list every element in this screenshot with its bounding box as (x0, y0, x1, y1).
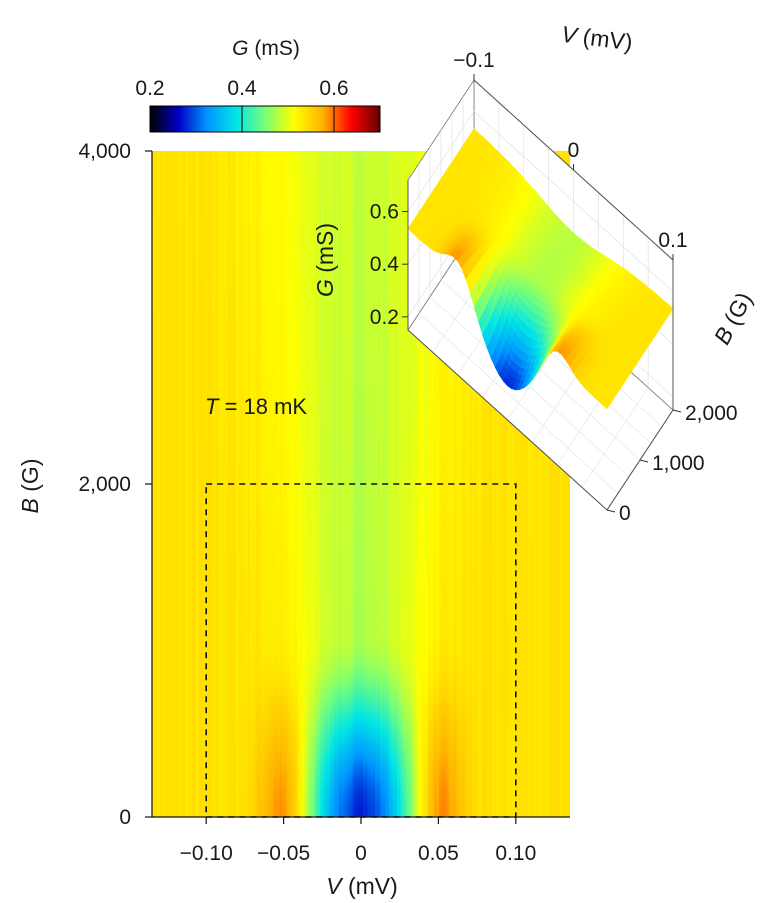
inset-g-tick-label: 0.6 (370, 201, 399, 224)
inset-b-tick-label: 1,000 (652, 452, 705, 475)
x-tick-label: 0 (355, 842, 367, 865)
inset-g-tick-label: 0.2 (370, 306, 399, 329)
colorbar-gradient (149, 105, 381, 133)
inset-surface (407, 128, 674, 410)
inset-b-tick-label: 2,000 (685, 402, 738, 425)
x-tick: 0.05 (418, 817, 459, 865)
colorbar-tick-label: 0.2 (135, 77, 164, 100)
surface-inset: 0.2 0.4 0.6 0 1,000 2,000 −0.1 0 0.1 V (mV) G (m… (312, 21, 757, 525)
inset-v-tick-label: −0.1 (453, 49, 494, 72)
temperature-annotation: T = 18 mK (205, 394, 307, 419)
inset-v-tick: −0.1 (453, 49, 495, 80)
inset-g-tick: 0.4 (370, 253, 408, 276)
inset-b-axis-label: B (G) (709, 288, 758, 349)
x-tick-label: −0.10 (180, 842, 233, 865)
x-axis-label: V (mV) (326, 873, 398, 899)
colorbar-tick: 0.2 (135, 77, 164, 100)
colorbar-tick: 0.4 (227, 77, 257, 132)
x-tick-label: 0.10 (495, 842, 536, 865)
colorbar-title: G (mS) (232, 37, 300, 60)
heatmap-panel: T = 18 mK −0.10 −0.05 0 0.05 0.10 0 2,000 4,00… (17, 140, 570, 899)
inset-v-tick: 0.1 (658, 229, 688, 260)
colorbar: G (mS) 0.2 0.4 0.6 (135, 37, 381, 133)
inset-g-tick: 0.2 (370, 306, 408, 329)
x-tick: −0.10 (180, 817, 233, 865)
inset-b-tick: 0 (606, 502, 631, 525)
y-tick: 4,000 (78, 140, 152, 163)
inset-v-tick-label: 0 (568, 139, 580, 162)
inset-v-tick-label: 0.1 (658, 229, 687, 252)
inset-b-tick: 2,000 (672, 402, 738, 425)
x-tick: 0.10 (495, 817, 536, 865)
colorbar-tick: 0.6 (319, 77, 349, 132)
y-tick-label: 2,000 (78, 473, 131, 496)
inset-g-tick: 0.6 (370, 201, 408, 224)
inset-g-axis-label: G (mS) (312, 223, 338, 297)
y-tick: 2,000 (78, 473, 152, 496)
x-axis: −0.10 −0.05 0 0.05 0.10 (152, 816, 570, 865)
y-axis-label: B (G) (17, 459, 43, 514)
y-tick-label: 0 (119, 806, 131, 829)
x-tick: 0 (355, 817, 367, 865)
y-tick: 0 (119, 806, 152, 829)
x-tick-label: −0.05 (257, 842, 310, 865)
x-tick-label: 0.05 (418, 842, 459, 865)
inset-g-tick-label: 0.4 (370, 253, 400, 276)
inset-b-tick-label: 0 (619, 502, 631, 525)
y-tick-label: 4,000 (78, 140, 131, 163)
inset-v-axis-label: V (mV) (560, 21, 634, 56)
x-tick: −0.05 (257, 817, 310, 865)
colorbar-tick-label: 0.4 (227, 77, 257, 100)
colorbar-tick-label: 0.6 (319, 77, 348, 100)
inset-ticks: 0.2 0.4 0.6 0 1,000 2,000 −0.1 0 0.1 (370, 49, 738, 525)
inset-v-tick: 0 (568, 139, 580, 170)
inset-b-tick: 1,000 (639, 452, 705, 475)
y-axis: 0 2,000 4,000 (78, 140, 153, 829)
